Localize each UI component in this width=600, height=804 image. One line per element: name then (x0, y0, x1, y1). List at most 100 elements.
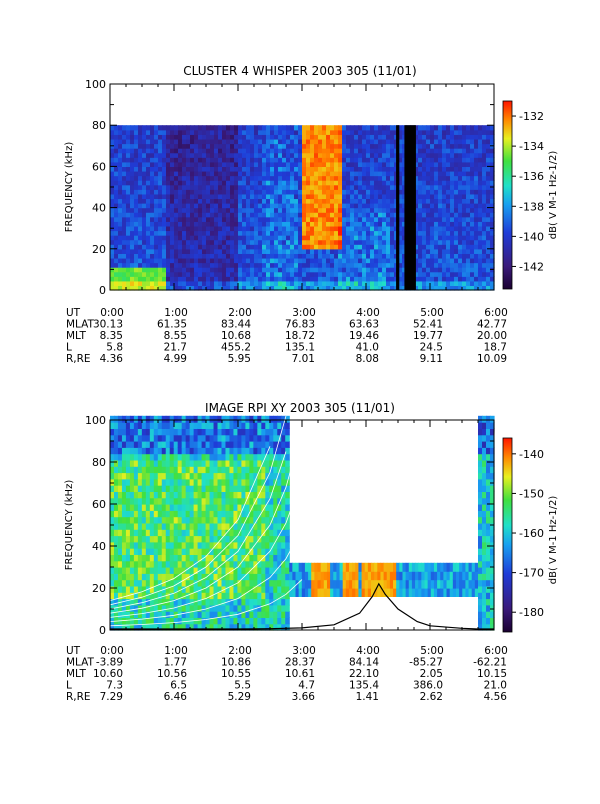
spectrogram-cell (230, 139, 235, 144)
spectrogram-cell (422, 217, 427, 222)
spectrogram-cell (110, 189, 115, 194)
spectrogram-cell (222, 166, 227, 171)
spectrogram-cell (178, 441, 183, 448)
spectrogram-cell (206, 249, 211, 254)
spectrogram-cell (250, 198, 255, 203)
spectrogram-cell (126, 580, 131, 587)
spectrogram-cell (374, 258, 379, 263)
spectrogram-cell (270, 125, 275, 130)
spectrogram-cell (158, 253, 163, 258)
spectrogram-cell (366, 189, 371, 194)
spectrogram-cell (354, 125, 359, 130)
spectrogram-cell (474, 217, 479, 222)
spectrogram-cell (314, 171, 319, 176)
spectrogram-cell (438, 253, 443, 258)
spectrogram-cell (322, 194, 327, 199)
spectrogram-cell (114, 567, 119, 574)
spectrogram-cell (346, 281, 351, 286)
spectrogram-cell (182, 217, 187, 222)
spectrogram-cell (214, 517, 219, 524)
spectrogram-cell (246, 276, 251, 281)
spectrogram-cell (438, 272, 443, 277)
spectrogram-cell (434, 208, 439, 213)
spectrogram-cell (194, 542, 199, 549)
spectrogram-cell (261, 447, 266, 454)
spectrogram-cell (218, 580, 223, 587)
spectrogram-cell (245, 523, 250, 530)
spectrogram-cell (454, 212, 459, 217)
spectrogram-cell (286, 253, 291, 258)
spectrogram-cell (245, 554, 250, 561)
spectrogram-cell (278, 263, 283, 268)
spectrogram-cell (186, 510, 191, 517)
spectrogram-cell (158, 249, 163, 254)
spectrogram-cell (358, 226, 363, 231)
spectrogram-cell (358, 203, 363, 208)
spectrogram-cell (462, 263, 467, 268)
spectrogram-cell (374, 148, 379, 153)
spectrogram-cell (326, 180, 331, 185)
spectrogram-cell (150, 230, 155, 235)
spectrogram-cell (210, 447, 215, 454)
spectrogram-cell (142, 212, 147, 217)
spectrogram-cell (202, 498, 207, 505)
spectrogram-cell (210, 460, 215, 467)
spectrogram-cell (229, 416, 234, 423)
spectrogram-cell (254, 157, 259, 162)
spectrogram-cell (230, 235, 235, 240)
spectrogram-cell (434, 144, 439, 149)
spectrogram-cell (242, 171, 247, 176)
spectrogram-cell (146, 189, 151, 194)
spectrogram-cell (486, 171, 491, 176)
spectrogram-cell (278, 166, 283, 171)
spectrogram-cell (162, 134, 167, 139)
spectrogram-cell (382, 180, 387, 185)
spectrogram-cell (466, 153, 471, 158)
spectrogram-cell (334, 253, 339, 258)
spectrogram-cell (386, 208, 391, 213)
spectrogram-cell (274, 157, 279, 162)
spectrogram-cell (386, 176, 391, 181)
spectrogram-cell (166, 176, 171, 181)
spectrogram-cell (454, 230, 459, 235)
spectrogram-cell (274, 244, 279, 249)
spectrogram-cell (378, 230, 383, 235)
spectrogram-cell (426, 198, 431, 203)
spectrogram-cell (198, 235, 203, 240)
spectrogram-cell (206, 435, 211, 442)
spectrogram-cell (142, 162, 147, 167)
spectrogram-cell (130, 281, 135, 286)
spectrogram-cell (342, 185, 347, 190)
spectrogram-cell (306, 144, 311, 149)
spectrogram-cell (438, 125, 443, 130)
spectrogram-cell (257, 548, 262, 555)
spectrogram-cell (174, 498, 179, 505)
spectrogram-cell (294, 162, 299, 167)
spectrogram-cell (182, 203, 187, 208)
spectrogram-cell (146, 263, 151, 268)
spectrogram-cell (298, 240, 303, 245)
spectrogram-cell (258, 144, 263, 149)
spectrogram-cell (430, 249, 435, 254)
spectrogram-cell (269, 447, 274, 454)
spectrogram-cell (458, 139, 463, 144)
spectrogram-cell (210, 422, 215, 429)
spectrogram-cell (370, 148, 375, 153)
spectrogram-cell (458, 258, 463, 263)
spectrogram-cell (294, 276, 299, 281)
spectrogram-cell (118, 171, 123, 176)
spectrogram-cell (338, 125, 343, 130)
spectrogram-cell (242, 134, 247, 139)
spectrogram-cell (166, 466, 171, 473)
spectrogram-cell (110, 466, 115, 473)
spectrogram-cell (174, 208, 179, 213)
spectrogram-cell (462, 230, 467, 235)
spectrogram-cell (186, 249, 191, 254)
spectrogram-cell (326, 267, 331, 272)
spectrogram-cell (162, 561, 167, 568)
spectrogram-cell (122, 454, 127, 461)
spectrogram-cell (434, 258, 439, 263)
spectrogram-cell (174, 258, 179, 263)
spectrogram-cell (150, 162, 155, 167)
spectrogram-cell (186, 460, 191, 467)
